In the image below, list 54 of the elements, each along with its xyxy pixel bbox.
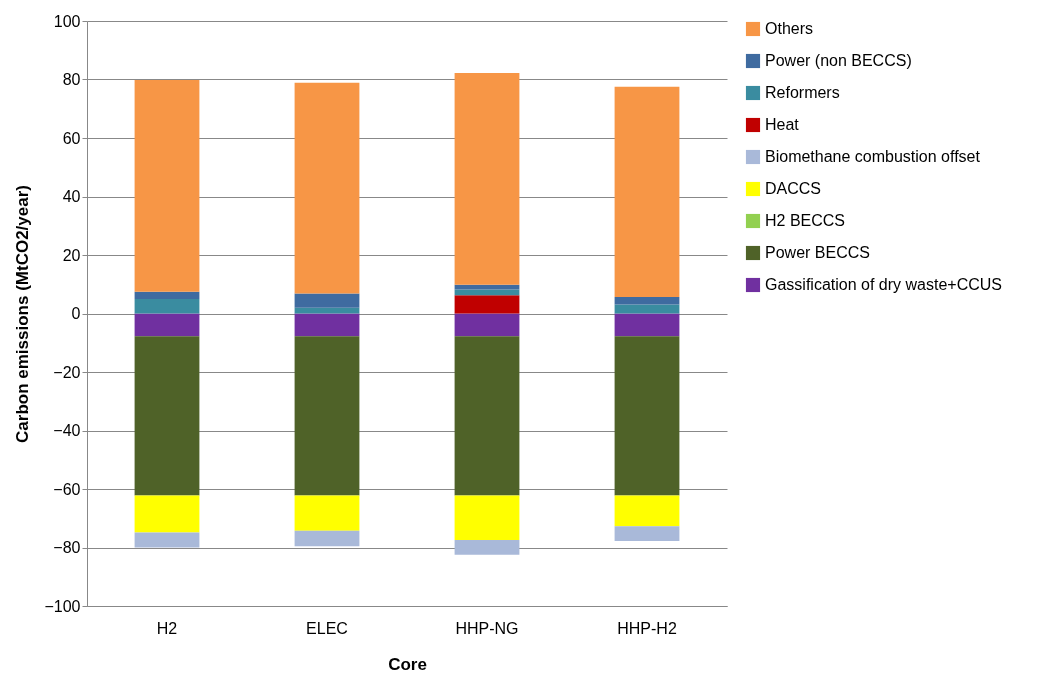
bar [294,495,360,531]
y-tick-label: −80 [53,539,81,556]
legend-label: DACCS [765,180,822,197]
bar [294,313,360,337]
y-tick-label: 100 [53,12,81,30]
bar [294,82,360,294]
y-tick-label: 40 [62,188,81,205]
bar [614,297,680,305]
legend-label: Heat [765,116,800,133]
y-tick-label: 60 [62,129,81,147]
bar [454,284,520,290]
bar [134,532,200,548]
bar [134,336,200,496]
legend-label: H2 BECCS [765,212,846,229]
legend-label: Power BECCS [765,244,870,261]
bar [614,86,680,298]
bar [454,495,520,540]
bar [614,495,680,527]
bar [614,336,680,496]
bar [454,539,520,555]
y-tick-label: 0 [71,305,81,322]
bar [134,298,200,314]
bar [134,291,200,299]
y-tick-label: 80 [62,71,81,88]
y-tick-label: 20 [62,246,81,264]
x-tick-label: HHP-H2 [617,619,677,637]
bar [294,530,360,547]
y-axis-title: Carbon emissions (MtCO2/year) [13,185,33,443]
legend-label: Gassification of dry waste+CCUS [765,276,1002,293]
y-tick-label: −60 [53,480,81,498]
bar [294,336,360,496]
bar [454,313,520,337]
x-axis-title: Core [388,654,427,674]
bar [294,307,360,314]
bar [454,73,520,285]
y-tick-label: −100 [44,597,81,615]
y-tick-label: −40 [53,422,81,439]
legend-label: Others [765,20,814,37]
legend-label: Power (non BECCS) [765,52,912,69]
bar [134,313,200,337]
legend-label: Biomethane combustion offset [765,148,981,165]
bar [454,295,520,314]
bar [294,293,360,308]
bar [614,526,680,542]
legend-label: Reformers [765,84,840,101]
x-tick-label: ELEC [306,619,348,637]
x-tick-label: HHP-NG [455,619,519,637]
bar [134,495,200,533]
y-tick-label: −20 [53,363,81,381]
x-tick-label: H2 [156,619,178,637]
bar [614,304,680,314]
bar [134,80,200,292]
bar [454,336,520,496]
bar [614,313,680,337]
